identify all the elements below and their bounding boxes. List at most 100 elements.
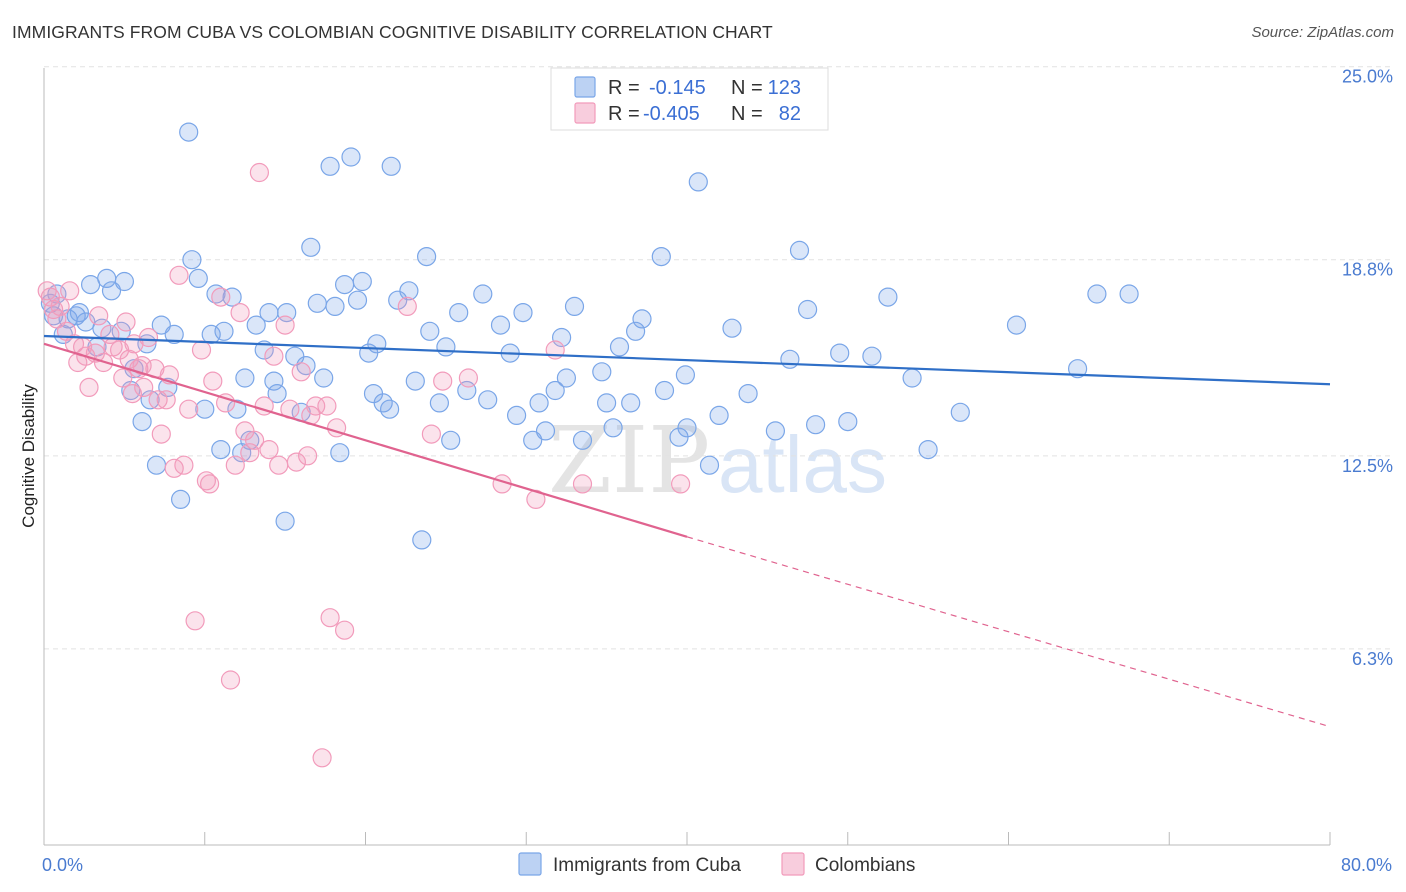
series-colombians-points [37,162,691,768]
cuba-point [1006,315,1027,335]
colombians-point [122,384,142,404]
cuba-point [838,412,858,432]
cuba-point [490,315,511,335]
series-cuba-points [40,122,1139,550]
cuba-point [797,299,818,320]
cuba-point [592,362,612,382]
cuba-point [267,384,287,404]
colombians-point [148,390,168,410]
colombians-point [320,608,340,628]
colombians-point [275,315,295,335]
chart-title: IMMIGRANTS FROM CUBA VS COLOMBIAN COGNIT… [12,22,773,42]
trend-line-colombians-extension [686,536,1331,728]
cuba-point [473,284,493,304]
cuba-point [275,511,295,531]
trend-line-cuba [43,334,1331,386]
colombians-point [220,670,241,690]
y-axis-label: Cognitive Disability [19,384,38,528]
colombians-point [60,281,80,301]
cuba-point [830,343,850,363]
cuba-point [688,172,708,192]
cuba-point [235,368,255,388]
cuba-point [341,147,361,167]
cuba-point [722,318,742,338]
colombians-point [572,474,593,494]
colombians-point [397,296,417,316]
colombians-point [151,424,171,444]
cuba-point [551,327,572,348]
cuba-point [388,290,408,310]
cuba-point [709,405,729,425]
cuba-point [1067,359,1088,379]
colombians-point [317,396,337,416]
colombians-point [291,362,311,382]
colombians-point [196,471,216,491]
colombians-point [116,312,136,332]
colombians-point [191,340,212,360]
cuba-point [151,315,171,335]
cuba-point [381,156,401,176]
cuba-point [545,380,565,401]
colombians-point [312,748,332,768]
legend-r-label-cuba: R = [608,77,640,99]
cuba-point [214,321,234,341]
y-tick-label: 18.8% [1342,260,1393,280]
colombians-point [670,474,691,494]
cuba-point [436,337,456,357]
cuba-point [675,365,696,385]
cuba-point [222,287,242,307]
cuba-point [111,321,131,341]
colombians-point [216,393,236,413]
cuba-point [405,371,425,391]
trend-line-colombians [43,342,688,538]
cuba-point [164,324,184,344]
y-tick-labels: 6.3% 12.5% 18.8% 25.0% [1342,67,1393,669]
colombians-point [286,452,306,472]
legend-n-label-cuba: N = [731,77,763,99]
cuba-point [1087,284,1107,304]
cuba-point [80,275,101,295]
colombians-point [264,346,284,366]
colombians-point [245,430,265,450]
cuba-point [352,271,372,292]
colombians-point [240,443,260,463]
cuba-point [523,430,543,450]
colombians-point [306,396,326,416]
cuba-point [69,303,90,323]
cuba-point [506,405,527,425]
colombians-point [200,474,220,494]
cuba-point [399,281,419,301]
cuba-point [677,418,697,438]
colombians-point [156,390,176,410]
colombians-point [179,399,199,419]
cuba-point [529,393,549,413]
cuba-point [632,309,652,329]
cuba-point [367,334,387,354]
colombians-point [269,455,289,475]
cuba-point [188,268,208,288]
cuba-point [325,296,345,316]
cuba-point [264,371,284,391]
bottom-legend: Immigrants from Cuba Colombians [518,852,915,876]
cuba-point [412,530,432,550]
colombians-point [203,371,223,391]
cuba-point [878,287,898,307]
cuba-point [805,415,826,435]
cuba-point [101,281,122,301]
cuba-point [535,421,556,441]
cuba-point [449,303,469,323]
bottom-legend-label-colombians: Colombians [815,855,915,876]
cuba-point [182,250,202,270]
x-tick-label: 0.0% [42,855,83,875]
cuba-point [114,271,135,292]
cuba-point [918,440,938,460]
colombians-point [79,377,99,397]
cuba-point [171,489,191,509]
colombians-point [433,371,453,391]
cuba-point [246,315,266,335]
cuba-point [140,390,160,410]
colombians-point [421,424,441,444]
colombians-point [458,368,478,388]
cuba-point [780,349,800,369]
